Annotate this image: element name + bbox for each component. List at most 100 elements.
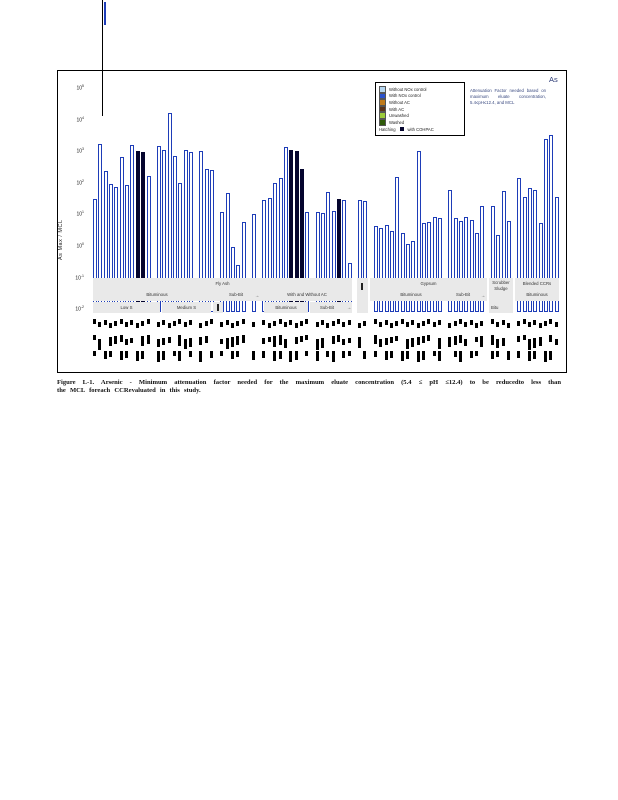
legend-item: Unwashed <box>379 112 461 119</box>
x-tick-mark <box>533 351 537 359</box>
x-tick-mark <box>405 339 409 349</box>
x-tick-mark <box>517 321 521 326</box>
bar <box>411 241 416 312</box>
x-tick-mark <box>188 338 192 347</box>
x-tick-mark <box>405 322 409 327</box>
x-tick-mark <box>389 337 393 343</box>
x-tick-mark <box>331 351 335 362</box>
x-tick-mark <box>411 320 415 325</box>
x-tick-mark <box>421 321 425 326</box>
x-tick-mark <box>342 339 346 345</box>
x-tick-mark <box>93 319 96 324</box>
x-tick-mark <box>326 351 330 357</box>
x-tick-mark <box>225 338 229 349</box>
x-tick-mark <box>533 320 537 325</box>
label-with-without-ac: With and Without AC <box>287 291 327 297</box>
legend-swatch-icon <box>379 105 386 113</box>
x-tick-mark <box>172 351 176 356</box>
x-tick-mark <box>93 351 96 356</box>
bar <box>400 232 405 312</box>
x-tick-mark <box>130 338 134 343</box>
legend-note: Hatching with COHPAC <box>379 126 461 133</box>
legend-items: Without NOx control With NOx control Witho… <box>379 86 461 126</box>
x-tick-mark <box>98 322 102 327</box>
bar <box>416 151 421 312</box>
x-tick-mark <box>146 335 150 344</box>
x-tick-mark <box>162 320 166 325</box>
x-tick-mark <box>533 338 537 348</box>
x-tick-mark <box>231 351 234 359</box>
x-tick-mark <box>299 336 303 342</box>
x-tick-mark <box>400 319 404 324</box>
legend-item: With AC <box>379 105 461 113</box>
x-tick-mark <box>199 323 203 328</box>
bar <box>241 222 246 312</box>
band-medium-s <box>162 302 211 313</box>
x-tick-mark <box>141 351 145 359</box>
band-blended-ccrs <box>515 278 559 301</box>
x-tick-mark <box>315 339 319 350</box>
x-tick-mark <box>459 351 462 362</box>
y-tick-label: 102 <box>76 178 84 187</box>
x-tick-mark <box>162 338 166 345</box>
hatching-swatch-icon <box>399 127 404 132</box>
x-tick-mark <box>183 322 187 327</box>
legend-item: Washed <box>379 119 461 126</box>
legend-swatch-icon <box>379 86 386 93</box>
rotated-label-mark-1 <box>217 304 219 311</box>
x-tick-mark <box>363 321 367 326</box>
x-tick-mark <box>464 322 468 327</box>
y-tick-label: 101 <box>76 210 84 219</box>
x-tick-mark <box>453 336 457 345</box>
x-tick-mark <box>141 321 145 326</box>
x-tick-mark <box>273 351 277 361</box>
x-tick-mark <box>517 351 521 358</box>
x-tick-mark <box>384 320 388 325</box>
x-tick-mark <box>225 320 229 325</box>
x-tick-mark <box>210 351 213 358</box>
band-scrubber-sludge <box>489 278 513 313</box>
legend-swatch-icon <box>379 99 386 106</box>
offscale-bar-fragment <box>104 2 106 25</box>
x-tick-mark <box>204 336 208 343</box>
x-tick-mark <box>517 336 521 342</box>
figure-caption: Figure L-1. Arsenic - Minimum attenuatio… <box>57 379 561 395</box>
x-tick-mark <box>241 335 245 343</box>
x-tick-mark <box>278 335 282 345</box>
bar <box>543 139 548 312</box>
x-tick-mark <box>210 319 213 324</box>
x-tick-mark <box>538 337 542 346</box>
x-tick-mark <box>416 337 420 345</box>
element-label: As <box>549 75 558 84</box>
x-tick-mark <box>480 321 484 326</box>
x-tick-mark <box>405 351 409 359</box>
x-tick-mark <box>464 339 468 346</box>
x-tick-mark <box>294 323 298 328</box>
y-tick-label: 10-2 <box>75 305 84 313</box>
x-tick-mark <box>199 351 203 362</box>
bar <box>527 188 532 312</box>
rotated-label-mark-2 <box>361 283 363 290</box>
x-tick-mark <box>204 321 208 326</box>
x-tick-mark <box>459 335 462 343</box>
x-tick-mark <box>347 338 351 343</box>
x-tick-mark <box>156 322 160 327</box>
x-tick-mark <box>490 335 494 345</box>
x-tick-mark <box>496 351 500 357</box>
x-tick-mark <box>183 339 187 349</box>
x-tick-mark <box>379 339 383 347</box>
x-tick-mark <box>538 323 542 328</box>
x-tick-mark <box>262 338 266 344</box>
x-tick-mark <box>554 322 558 327</box>
legend-swatch-icon <box>379 119 386 126</box>
x-tick-mark <box>522 319 526 324</box>
x-tick-mark <box>178 351 182 361</box>
x-tick-mark <box>93 335 96 340</box>
bar <box>384 224 389 312</box>
x-tick-mark <box>469 320 473 325</box>
x-tick-mark <box>379 322 383 327</box>
bar <box>554 197 559 312</box>
x-tick-mark <box>438 351 441 361</box>
x-tick-mark <box>278 319 282 324</box>
label-blended-bituminous: Bituminous <box>526 291 548 297</box>
